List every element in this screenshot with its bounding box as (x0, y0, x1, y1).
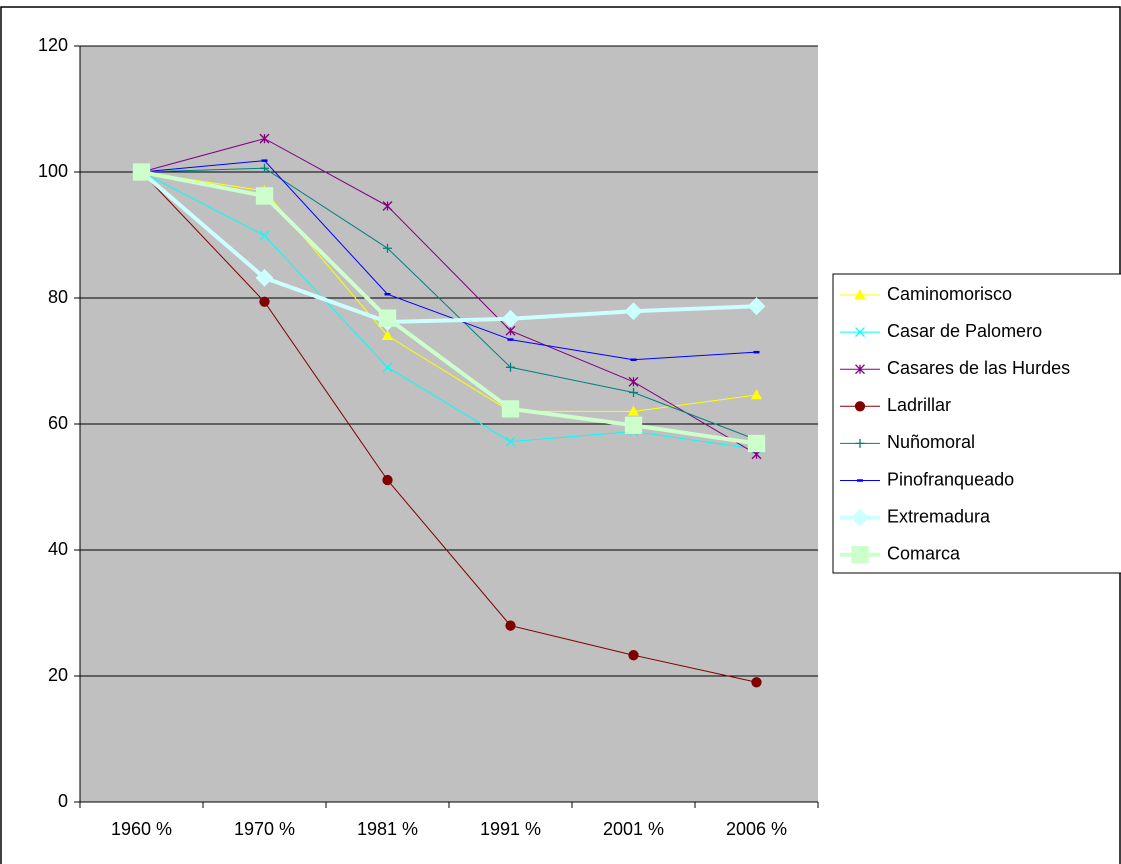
series-line (141, 170, 757, 446)
data-point (255, 268, 274, 287)
legend-marker (854, 401, 866, 412)
legend-label: Extremadura (887, 506, 991, 526)
data-point (259, 230, 270, 241)
x-tick-label: 1970 % (234, 819, 295, 839)
y-tick-label: 20 (48, 665, 68, 685)
legend-marker (855, 327, 865, 338)
legend-marker (854, 289, 866, 300)
data-point (378, 309, 397, 327)
series-line (141, 171, 757, 412)
data-point (747, 297, 766, 316)
data-point (259, 296, 270, 307)
data-point (506, 362, 515, 372)
data-point (624, 416, 643, 434)
legend-marker (855, 364, 865, 375)
legend-marker (851, 546, 869, 564)
legend (832, 273, 1121, 574)
data-point (501, 309, 520, 328)
data-point (132, 163, 151, 181)
data-point (628, 376, 639, 387)
y-tick-label: 0 (58, 791, 68, 811)
x-tick-label: 1960 % (111, 819, 172, 839)
y-tick-label: 100 (38, 161, 68, 181)
series-line (141, 171, 757, 683)
data-point (750, 389, 763, 400)
legend-label: Casar de Palomero (887, 321, 1042, 341)
data-point (382, 201, 393, 211)
x-tick-label: 2001 % (603, 819, 664, 839)
data-point (627, 405, 640, 416)
data-point (629, 388, 638, 397)
data-point (383, 243, 392, 253)
data-point (382, 362, 393, 373)
legend-label: Comarca (887, 543, 961, 563)
y-tick-label: 80 (48, 287, 68, 307)
data-point (751, 677, 762, 688)
data-point (382, 474, 393, 486)
data-point (501, 400, 520, 418)
legend-label: Nuñomoral (887, 432, 975, 452)
x-tick-label: 2006 % (726, 819, 787, 839)
series-line (141, 167, 757, 441)
data-point (505, 620, 516, 631)
series-line (140, 170, 757, 324)
data-point (259, 133, 270, 144)
data-point (628, 650, 639, 661)
legend-marker (855, 438, 865, 448)
legend-label: Ladrillar (887, 395, 951, 415)
x-tick-label: 1981 % (357, 819, 418, 839)
data-point (505, 325, 516, 336)
series-line (141, 160, 757, 361)
y-tick-label: 40 (48, 539, 68, 559)
x-tick-label: 1991 % (480, 819, 541, 839)
y-tick-label: 60 (48, 413, 68, 433)
legend-marker (851, 508, 869, 527)
data-point (624, 302, 643, 321)
series-line (141, 171, 757, 450)
legend-label: Caminomorisco (887, 284, 1012, 304)
data-point (747, 434, 766, 453)
y-tick-label: 120 (38, 35, 68, 55)
legend-label: Pinofranqueado (887, 469, 1014, 489)
series-line (141, 138, 757, 455)
data-point (381, 329, 394, 341)
data-point (260, 163, 269, 173)
data-point (505, 436, 516, 447)
data-point (255, 187, 274, 205)
legend-label: Casares de las Hurdes (887, 358, 1070, 378)
